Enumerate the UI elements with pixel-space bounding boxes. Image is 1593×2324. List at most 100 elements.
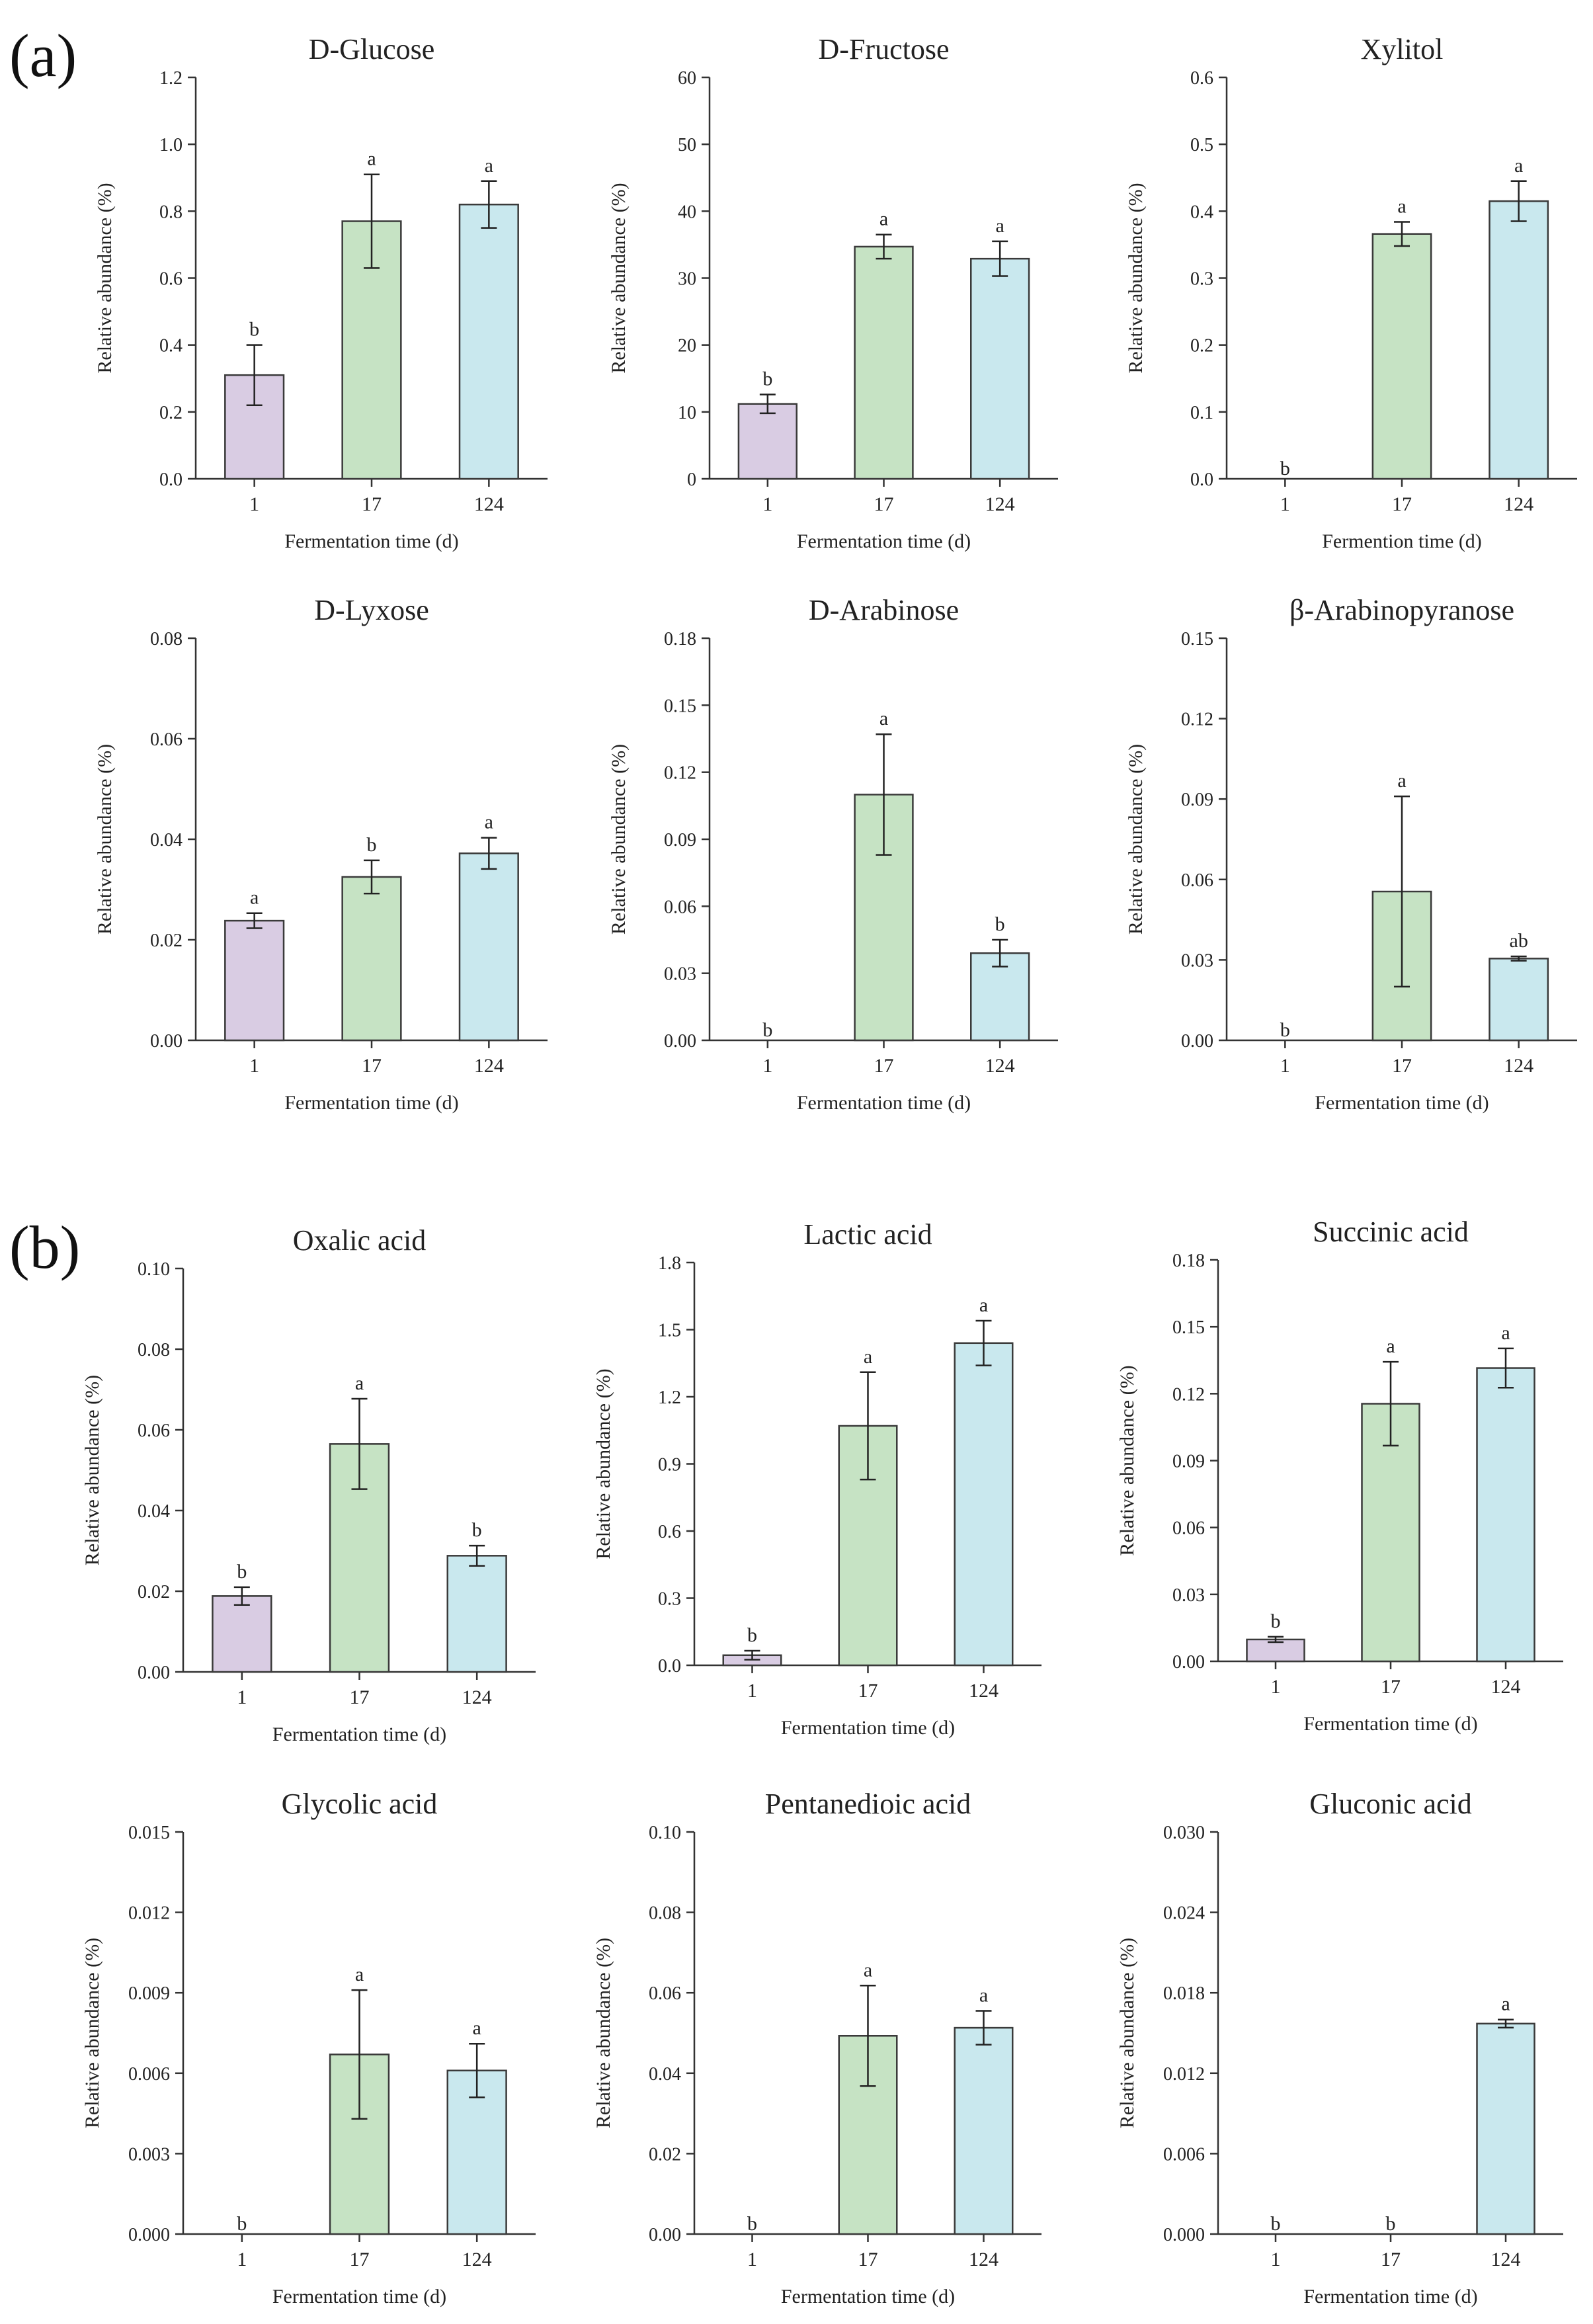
y-tick-label: 0.006 — [1163, 2144, 1205, 2165]
chart-xylitol: Xylitol 0.0 0.1 0.2 0.3 0.4 0.5 0.6 Relative abu… — [1125, 33, 1577, 552]
y-axis-label: Relative abundance (%) — [592, 1938, 614, 2128]
significance-letter: a — [355, 1964, 364, 1985]
x-tick-label: 17 — [350, 1686, 370, 1708]
chart-title: D-Glucose — [309, 33, 435, 65]
y-tick-label: 0.000 — [128, 2225, 170, 2245]
bar-day-1 — [212, 1595, 272, 1673]
x-tick-label: 124 — [462, 1686, 492, 1708]
y-tick-label: 0.03 — [1181, 950, 1213, 971]
y-tick-label: 0.09 — [1181, 790, 1213, 810]
x-tick-label: 17 — [1392, 493, 1412, 515]
y-axis-label: Relative abundance (%) — [608, 744, 630, 934]
x-tick-label: 17 — [362, 493, 382, 515]
chart--arabinopyranose: β-Arabinopyranose 0.00 0.03 0.06 0.09 0.12 0.1… — [1125, 594, 1577, 1114]
x-tick-label: 124 — [1504, 1055, 1533, 1077]
y-tick-label: 1.8 — [658, 1253, 681, 1274]
y-tick-label: 0.02 — [150, 931, 183, 951]
significance-letter: a — [1397, 770, 1406, 792]
y-tick-label: 0.003 — [128, 2144, 170, 2165]
x-axis-label: Fermentation time (d) — [781, 1717, 955, 1739]
y-tick-label: 0.15 — [664, 696, 696, 716]
bar-day-124 — [954, 1342, 1014, 1667]
y-tick-label: 0.012 — [1163, 2064, 1205, 2085]
significance-letter: a — [1501, 1993, 1510, 2015]
bar-day-17 — [1361, 1403, 1420, 1663]
y-tick-label: 0.06 — [1181, 870, 1213, 891]
chart-title: Pentanedioic acid — [765, 1788, 971, 1820]
y-axis-label: Relative abundance (%) — [1116, 1365, 1138, 1556]
y-tick-label: 0.06 — [1172, 1518, 1205, 1539]
y-tick-label: 0.0 — [658, 1656, 681, 1677]
panel-a-label: (a) — [9, 22, 77, 89]
y-tick-label: 0.08 — [138, 1340, 170, 1360]
y-tick-label: 10 — [678, 403, 696, 423]
y-tick-label: 0.4 — [159, 336, 183, 356]
chart-title: Oxalic acid — [293, 1224, 427, 1257]
y-tick-label: 0.6 — [658, 1522, 681, 1542]
chart-title: Xylitol — [1361, 33, 1444, 65]
x-axis-label: Fermentation time (d) — [1315, 1092, 1489, 1114]
y-axis-label: Relative abundance (%) — [608, 183, 630, 373]
y-axis-label: Relative abundance (%) — [1125, 183, 1147, 373]
y-tick-label: 0.06 — [150, 729, 183, 750]
x-axis-label: Fermention time (d) — [1322, 530, 1482, 552]
x-axis-label: Fermentation time (d) — [272, 1723, 446, 1745]
significance-letter: ab — [1510, 930, 1528, 952]
x-tick-label: 17 — [350, 2249, 370, 2270]
significance-letter: a — [979, 1294, 988, 1316]
bar-day-124 — [1489, 200, 1549, 480]
y-tick-label: 0.15 — [1181, 629, 1213, 649]
y-tick-label: 0.04 — [649, 2064, 681, 2085]
y-axis-label: Relative abundance (%) — [81, 1375, 103, 1565]
x-tick-label: 1 — [249, 493, 259, 515]
y-tick-label: 1.0 — [159, 135, 183, 155]
y-tick-label: 0.12 — [664, 763, 696, 784]
y-tick-label: 0.03 — [1172, 1585, 1205, 1606]
x-tick-label: 124 — [474, 493, 504, 515]
y-tick-label: 0.02 — [649, 2144, 681, 2165]
bar-day-17 — [1371, 233, 1432, 480]
bar-day-124 — [446, 1555, 507, 1673]
bar-day-1 — [224, 919, 285, 1042]
y-tick-label: 0.04 — [138, 1501, 170, 1522]
x-tick-label: 124 — [985, 493, 1015, 515]
significance-letter: b — [1271, 1610, 1281, 1632]
significance-letter: b — [367, 834, 377, 856]
y-tick-label: 0.5 — [1190, 135, 1213, 155]
x-tick-label: 17 — [1381, 1676, 1401, 1698]
y-tick-label: 0.00 — [150, 1031, 183, 1052]
x-tick-label: 124 — [1504, 493, 1533, 515]
significance-letter: b — [747, 1624, 757, 1646]
chart-succinic-acid: Succinic acid 0.00 0.03 0.06 0.09 0.12 0.15 0.1… — [1116, 1216, 1563, 1735]
chart-pentanedioic-acid: Pentanedioic acid 0.00 0.02 0.04 0.06 0.08 0.1… — [592, 1788, 1042, 2307]
x-axis-label: Fermentation time (d) — [284, 1092, 458, 1114]
y-tick-label: 0.018 — [1163, 1983, 1205, 2004]
chart-d-arabinose: D-Arabinose 0.00 0.03 0.06 0.09 0.12 0.15 0.18 R… — [608, 594, 1058, 1114]
y-tick-label: 0.4 — [1190, 202, 1213, 222]
y-tick-label: 60 — [678, 68, 696, 89]
chart-title: D-Lyxose — [314, 594, 429, 626]
significance-letter: a — [879, 708, 888, 729]
y-tick-label: 0.12 — [1172, 1384, 1205, 1405]
x-tick-label: 17 — [362, 1055, 382, 1077]
chart-oxalic-acid: Oxalic acid 0.00 0.02 0.04 0.06 0.08 0.10 Relat… — [81, 1224, 536, 1745]
y-tick-label: 0.00 — [664, 1031, 696, 1052]
y-axis-label: Relative abundance (%) — [94, 744, 116, 934]
significance-letter: b — [249, 319, 259, 341]
y-tick-label: 0.06 — [649, 1983, 681, 2004]
chart-title: D-Arabinose — [809, 594, 959, 626]
x-axis-label: Fermentation time (d) — [284, 530, 458, 552]
chart-title: Succinic acid — [1313, 1216, 1469, 1248]
x-tick-label: 1 — [762, 1055, 772, 1077]
x-axis-label: Fermentation time (d) — [797, 1092, 971, 1114]
bar-day-17 — [854, 245, 914, 480]
x-axis-label: Fermentation time (d) — [781, 2286, 955, 2307]
significance-letter: b — [1386, 2213, 1396, 2235]
y-tick-label: 0.04 — [150, 830, 183, 851]
x-tick-label: 17 — [858, 2249, 878, 2270]
significance-letter: a — [250, 887, 259, 909]
y-tick-label: 0.18 — [664, 629, 696, 649]
significance-letter: b — [237, 1561, 247, 1583]
significance-letter: a — [864, 1959, 872, 1981]
